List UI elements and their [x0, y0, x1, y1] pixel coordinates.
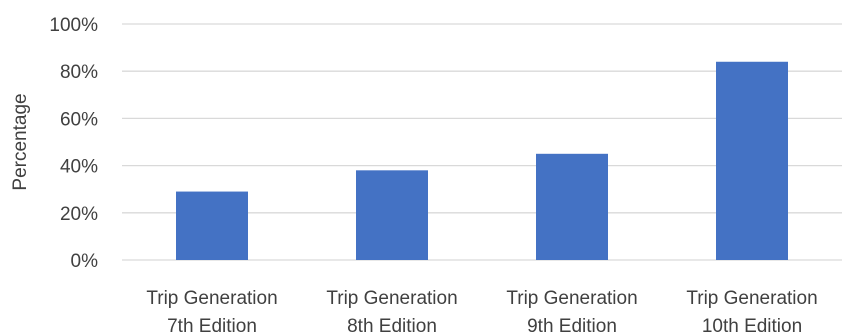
x-category-label: Trip Generation 10th Edition: [686, 288, 817, 335]
x-category-label-line: 10th Edition: [702, 316, 802, 335]
bar: [176, 191, 248, 260]
y-tick-label: 100%: [49, 15, 98, 36]
y-axis-ticks: 0% 20% 40% 60% 80% 100%: [49, 15, 98, 272]
x-category-label: Trip Generation 7th Edition: [146, 288, 277, 335]
x-category-label-line: 7th Edition: [167, 316, 257, 335]
bar: [356, 170, 428, 260]
x-category-label-line: Trip Generation: [146, 288, 277, 309]
bars: [176, 61, 788, 261]
y-tick-label: 20%: [60, 204, 98, 225]
x-category-label-line: Trip Generation: [506, 288, 637, 309]
y-tick-label: 0%: [71, 251, 99, 272]
bar: [536, 153, 608, 260]
bar: [716, 61, 788, 261]
x-category-label: Trip Generation 9th Edition: [506, 288, 637, 335]
y-tick-label: 80%: [60, 62, 98, 83]
x-category-label: Trip Generation 8th Edition: [326, 288, 457, 335]
x-category-label-line: 8th Edition: [347, 316, 437, 335]
y-tick-label: 40%: [60, 157, 98, 178]
x-category-label-line: 9th Edition: [527, 316, 617, 335]
y-axis-title: Percentage: [10, 93, 31, 190]
y-tick-label: 60%: [60, 109, 98, 130]
x-category-label-line: Trip Generation: [686, 288, 817, 309]
x-category-label-line: Trip Generation: [326, 288, 457, 309]
